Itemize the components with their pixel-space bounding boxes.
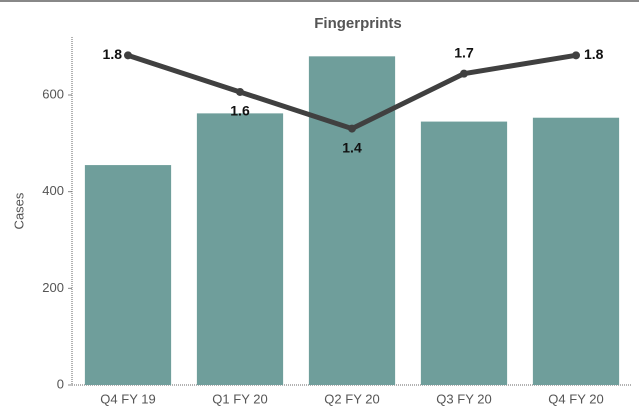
bar	[84, 165, 172, 385]
x-tick-label: Q4 FY 19	[100, 391, 155, 406]
data-label: 1.8	[584, 46, 604, 62]
data-label: 1.7	[454, 44, 474, 60]
x-tick-label: Q4 FY 20	[548, 391, 603, 406]
y-tick-label: 0	[57, 376, 64, 391]
y-tick-label: 400	[42, 183, 64, 198]
line-point	[236, 87, 244, 96]
x-tick-label: Q3 FY 20	[436, 391, 491, 406]
bar	[420, 121, 508, 385]
bar	[532, 117, 620, 385]
data-label: 1.6	[230, 103, 250, 119]
y-axis-label: Cases	[11, 192, 26, 229]
bar	[308, 56, 396, 385]
data-label: 1.4	[342, 139, 362, 155]
chart-title: Fingerprints	[314, 15, 402, 32]
y-tick-label: 200	[42, 280, 64, 295]
line-point	[460, 69, 468, 78]
y-tick-label: 600	[42, 86, 64, 101]
bar	[196, 113, 284, 385]
line-point	[348, 124, 356, 133]
line-point	[124, 51, 132, 60]
x-tick-label: Q1 FY 20	[212, 391, 267, 406]
x-tick-label: Q2 FY 20	[324, 391, 379, 406]
line-point	[572, 51, 580, 60]
data-label: 1.8	[103, 46, 123, 62]
